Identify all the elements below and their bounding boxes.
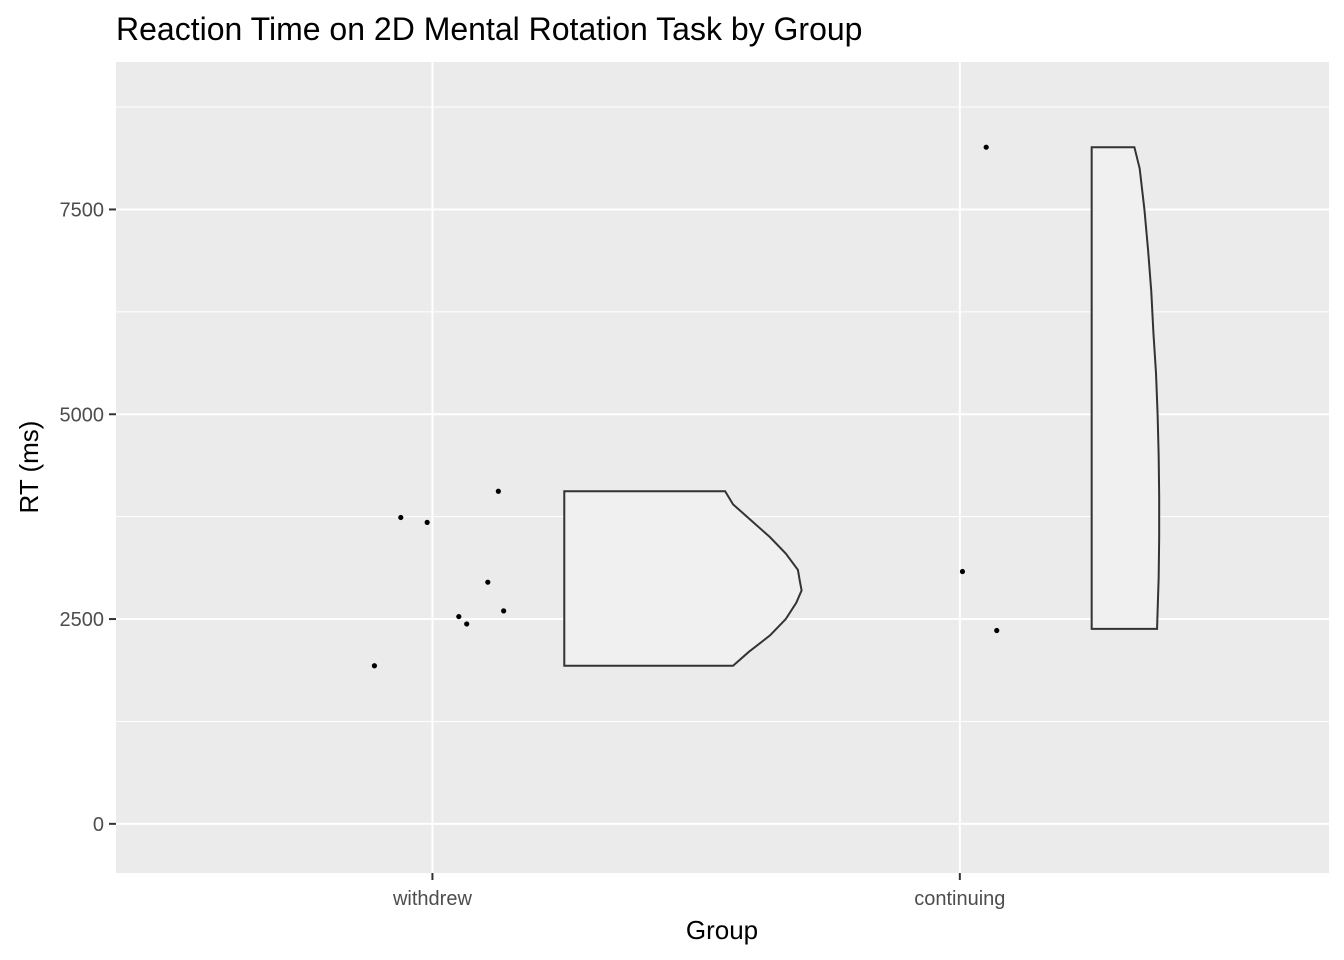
- data-point-withdrew: [464, 621, 470, 627]
- data-point-continuing: [959, 568, 966, 575]
- data-point-withdrew: [501, 608, 507, 614]
- half-violin-withdrew: [563, 490, 803, 667]
- y-tick-label: 5000: [60, 404, 105, 426]
- x-axis: withdrew continuing: [392, 873, 1005, 910]
- x-axis-title: Group: [686, 915, 758, 945]
- half-violins: [563, 146, 1161, 667]
- data-point-withdrew: [485, 579, 491, 585]
- data-point-withdrew: [424, 519, 430, 525]
- y-tick-label: 7500: [60, 199, 105, 221]
- y-axis-title: RT (ms): [14, 421, 44, 514]
- data-point-continuing: [994, 627, 1000, 634]
- data-point-withdrew: [495, 488, 501, 494]
- data-point-withdrew: [398, 514, 404, 521]
- data-point-withdrew: [371, 663, 378, 669]
- data-point-withdrew: [456, 613, 462, 620]
- data-point-continuing: [983, 144, 989, 150]
- y-tick-label: 0: [93, 814, 104, 836]
- x-tick-label: continuing: [914, 888, 1005, 910]
- x-tick-label: withdrew: [392, 888, 472, 910]
- chart-title: Reaction Time on 2D Mental Rotation Task…: [116, 11, 862, 47]
- y-axis: 0 2500 5000 7500: [60, 199, 116, 836]
- data-points: [371, 144, 1000, 669]
- half-violin-continuing: [1090, 146, 1161, 630]
- y-tick-label: 2500: [60, 609, 105, 631]
